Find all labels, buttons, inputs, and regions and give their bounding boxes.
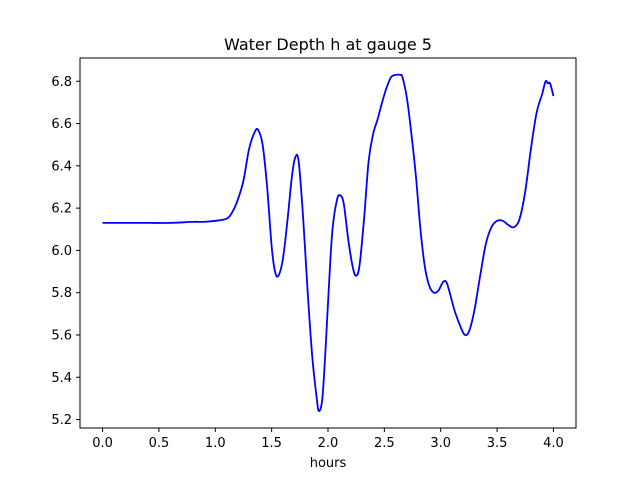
y-tick-label: 6.2	[51, 202, 72, 217]
y-tick-label: 5.6	[51, 328, 72, 343]
plot-area	[102, 73, 555, 412]
y-tick-label: 6.6	[51, 117, 72, 132]
x-tick-label: 1.0	[205, 436, 226, 451]
y-axis: 5.2 5.4 5.6 5.8 6.0 6.2 6.4 6.6 6.8	[51, 75, 80, 428]
x-tick-label: 2.5	[374, 436, 395, 451]
x-axis-label: hours	[310, 456, 347, 471]
x-tick-label: 3.0	[430, 436, 451, 451]
y-tick-label: 6.0	[51, 244, 72, 259]
x-tick-label: 1.5	[261, 436, 282, 451]
y-tick-label: 5.8	[51, 286, 72, 301]
x-tick-label: 4.0	[543, 436, 564, 451]
y-tick-label: 5.4	[51, 371, 72, 386]
y-tick-label: 5.2	[51, 413, 72, 428]
x-tick-label: 0.0	[92, 436, 113, 451]
y-tick-label: 6.4	[51, 159, 72, 174]
x-tick-label: 3.5	[487, 436, 508, 451]
x-tick-label: 2.0	[318, 436, 339, 451]
series-line-1	[102, 73, 555, 412]
x-axis: 0.0 0.5 1.0 1.5 2.0 2.5 3.0 3.5 4.0	[92, 428, 564, 451]
y-tick-label: 6.8	[51, 75, 72, 90]
x-tick-label: 0.5	[149, 436, 170, 451]
chart-title: Water Depth h at gauge 5	[224, 35, 432, 54]
